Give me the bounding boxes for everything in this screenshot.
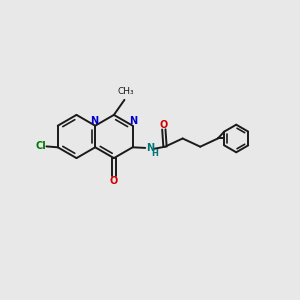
Text: H: H xyxy=(151,149,158,158)
Text: N: N xyxy=(146,143,154,153)
Text: O: O xyxy=(160,120,168,130)
Text: CH₃: CH₃ xyxy=(118,87,134,96)
Text: N: N xyxy=(129,116,137,126)
Text: O: O xyxy=(110,176,118,186)
Text: N: N xyxy=(91,116,99,126)
Text: Cl: Cl xyxy=(35,141,46,152)
